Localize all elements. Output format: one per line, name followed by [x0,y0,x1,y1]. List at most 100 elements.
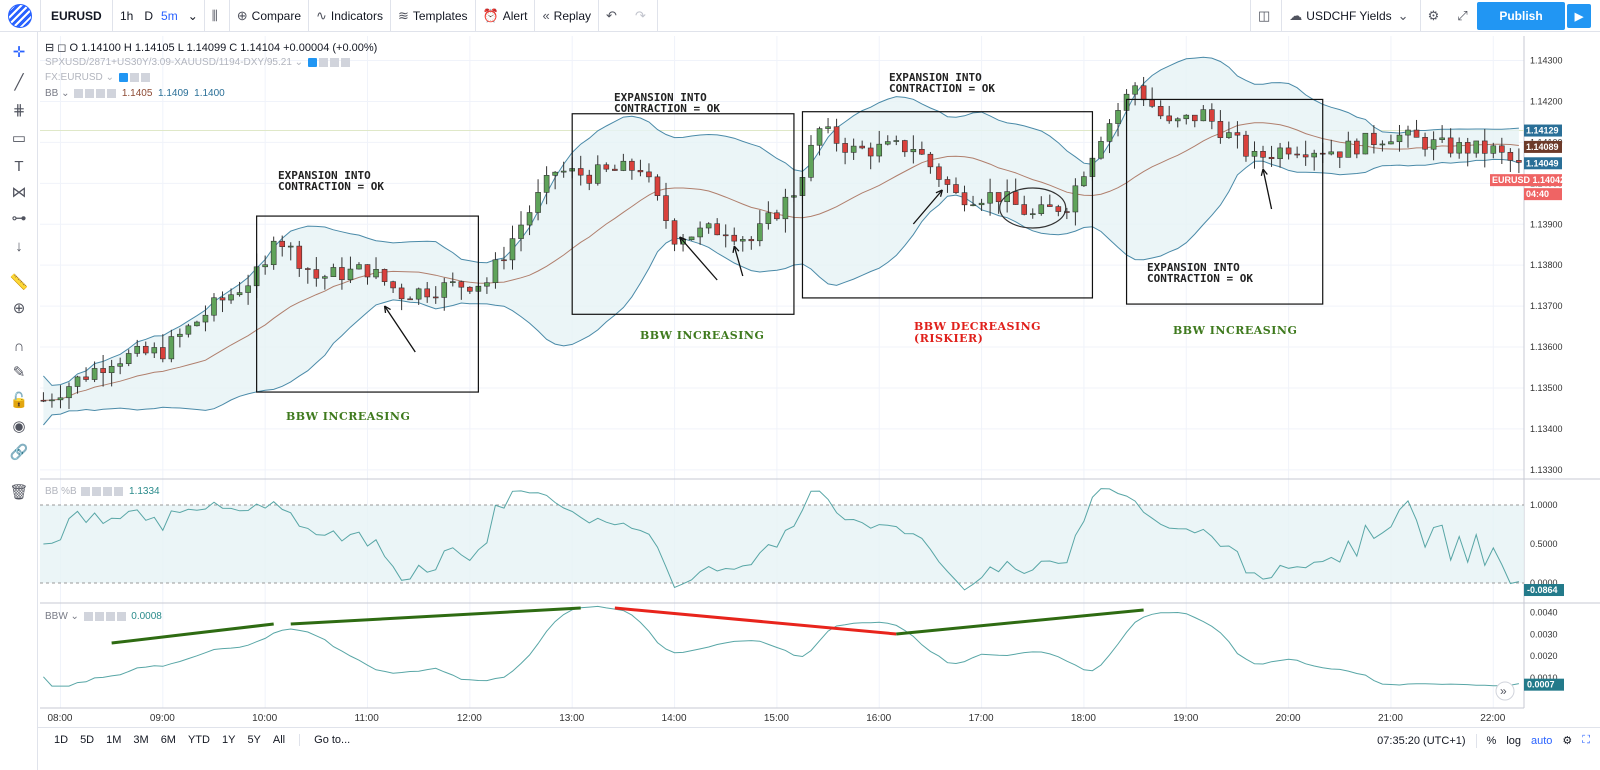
range-3m[interactable]: 3M [133,734,149,746]
text-icon[interactable]: T [14,157,24,175]
close-icon[interactable] [340,57,350,67]
candle-body [919,149,925,155]
alert-button[interactable]: ⏰ Alert [474,0,535,32]
arrow-down-icon[interactable]: ↓ [15,237,23,255]
settings-icon[interactable] [94,611,104,621]
range-5d[interactable]: 5D [80,734,95,746]
candle-body [262,264,268,268]
eye-icon[interactable]: ◉ [12,418,26,435]
replay-button[interactable]: «Replay [534,0,598,32]
upper-band [43,56,1519,386]
range-6m[interactable]: 6M [160,734,176,746]
prediction-icon[interactable]: ⊶ [11,210,27,227]
time-tick: 18:00 [1071,713,1096,724]
range-1m[interactable]: 1M [106,734,122,746]
interval-chevron-down-icon[interactable]: ⌄ [187,8,198,23]
time-tick: 19:00 [1173,713,1198,724]
indicators-button[interactable]: ∿ Indicators [308,0,390,32]
range-all[interactable]: All [272,734,286,746]
candle-body [782,196,789,220]
publish-button[interactable]: Publish ▶ [1477,2,1591,30]
fullscreen-icon[interactable]: ⛶ [1582,734,1590,746]
rectangle-icon[interactable]: ▭ [11,130,27,147]
percent-toggle[interactable]: % [1486,734,1497,747]
range-1d[interactable]: 1D [54,734,69,746]
candle-body [1456,142,1462,154]
close-icon[interactable] [114,486,124,496]
interval-1h[interactable]: 1h [112,0,140,32]
log-toggle[interactable]: log [1506,734,1521,747]
source-icon[interactable] [105,611,115,621]
pattern-icon[interactable]: ⋈ [11,184,27,201]
annotation-box-2-text: EXPANSION INTO CONTRACTION = OK [614,91,720,115]
price-label: 1.14129 [1526,126,1559,136]
chart-type-candles-icon[interactable]: ⫼ [203,0,229,32]
settings-icon[interactable] [129,72,139,82]
annotation-box-2 [571,113,795,315]
eye-icon[interactable] [118,72,128,82]
eye-icon[interactable] [74,88,84,98]
collapse-icon[interactable]: ⊟ ◻ [45,42,70,54]
candle-body [1371,132,1377,146]
price-label-bg [1490,174,1562,187]
close-icon[interactable] [107,88,117,98]
candle-body [552,171,558,176]
settings-icon[interactable] [92,486,102,496]
candle-body [279,240,286,247]
crosshair-icon[interactable]: ✛ [12,44,26,61]
source-icon[interactable] [96,88,106,98]
candle-body [1362,132,1369,155]
settings-gear-icon[interactable]: ⚙ [1419,0,1451,32]
trend-line-icon[interactable]: ╱ [14,74,24,91]
time-tick: 14:00 [662,713,687,724]
annotation-box-3 [801,111,1094,299]
ruler-icon[interactable]: 📏 [9,274,29,291]
layout-select[interactable]: ☁ USDCHF Yields ⌄ [1281,0,1419,32]
range-ytd[interactable]: YTD [187,734,210,746]
candle-body [1311,152,1317,158]
source-icon[interactable] [329,57,339,67]
trash-icon[interactable]: 🗑 [9,484,29,501]
settings-gear-icon[interactable]: ⚙ [1562,735,1573,747]
arrow-3 [733,245,744,277]
goto-button[interactable]: Go to... [299,734,356,746]
close-icon[interactable] [140,72,150,82]
magnet-icon[interactable]: ∩ [13,337,25,355]
layout-split-icon[interactable]: ◫ [1250,0,1281,32]
compare-button[interactable]: ⊕ Compare [228,0,308,32]
eye-icon[interactable] [83,611,93,621]
candle-body [1183,114,1190,120]
range-5y[interactable]: 5Y [247,734,261,746]
candle-body [219,297,226,301]
settings-icon[interactable] [85,88,95,98]
range-1y[interactable]: 1Y [221,734,236,746]
interval-5m[interactable]: 5m [161,8,178,23]
settings-icon[interactable] [318,57,328,67]
candle-body [1047,204,1053,207]
clock[interactable]: 07:35:20 (UTC+1) [1377,734,1466,747]
candle-body [637,170,644,173]
undo-button[interactable]: ↶ [598,0,628,32]
arrow-1-head [383,305,391,314]
interval-d[interactable]: D [144,8,154,23]
source-icon[interactable] [103,486,113,496]
auto-toggle[interactable]: auto [1531,734,1553,747]
symbol-search[interactable]: EURUSD [40,0,112,32]
templates-button[interactable]: ≋ Templates [389,0,475,32]
link-icon[interactable]: 🔗 [9,444,29,461]
price-tick: 1.14300 [1530,56,1563,66]
lock-icon[interactable]: 🔓 [9,392,29,409]
lock-drawings-icon[interactable]: ✎ [12,364,26,381]
zoom-in-icon[interactable]: ⊕ [12,300,26,317]
redo-button[interactable]: ↷ [628,0,657,32]
close-icon[interactable] [116,611,126,621]
candle-body [211,297,217,316]
fullscreen-icon[interactable]: ⤢ [1457,8,1468,23]
eye-icon[interactable] [81,486,91,496]
play-icon[interactable]: ▶ [1567,4,1591,28]
logo[interactable] [0,0,40,32]
eye-icon[interactable] [307,57,317,67]
fib-icon[interactable]: ⋕ [12,102,26,119]
candle-body [74,376,81,387]
